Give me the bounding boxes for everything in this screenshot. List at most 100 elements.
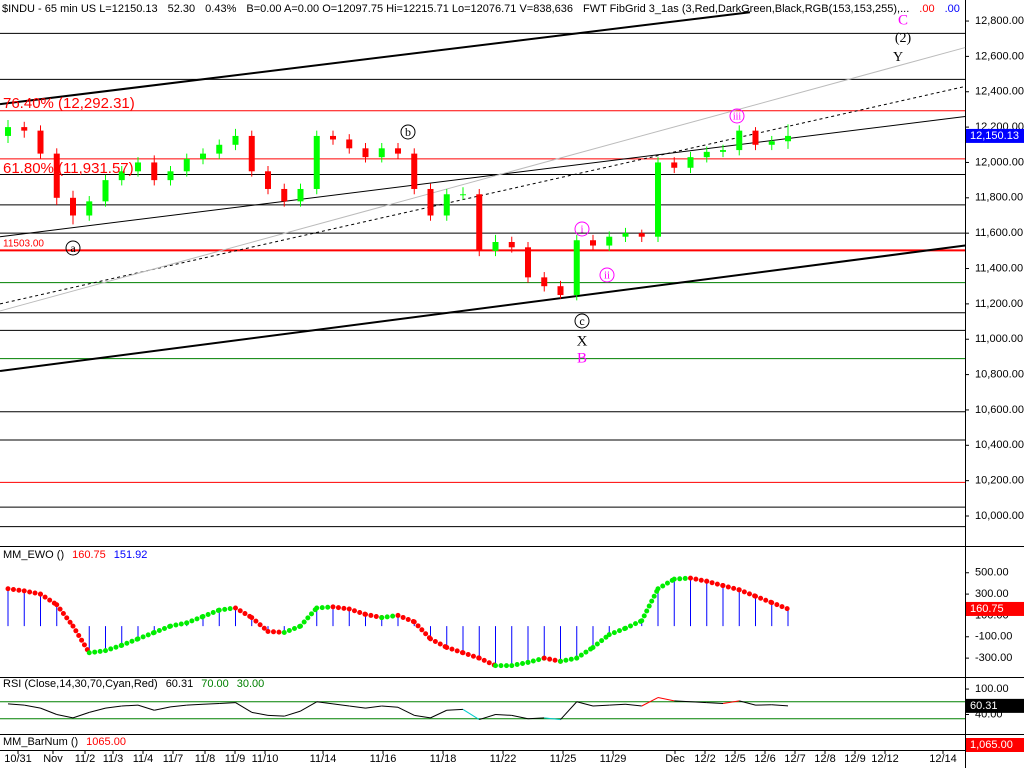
y-tick-label: 10,600.00 [975,404,1024,416]
ewo-segment [70,623,92,656]
rsi-segment [609,703,626,706]
candle-body [200,153,206,159]
rsi-segment [121,704,139,707]
last-value-label: 1,065.00 [970,739,1013,751]
candle-body [395,148,401,154]
ewo-segment [753,593,775,606]
rsi-segment [544,717,561,721]
ewo-segment [574,644,596,661]
wave-circle [729,108,745,124]
ewo-segment [476,655,498,669]
annotation: ii [604,270,610,282]
y-tick-label: 500.00 [975,567,1009,579]
ewo-segment [444,644,466,656]
y-tick-label: -100.00 [975,631,1012,643]
ewo-segment [590,632,612,650]
y-tick-label: 10,400.00 [975,439,1024,451]
last-value-box [966,738,1024,752]
x-tick-label: 12/8 [814,753,835,765]
ewo-segment [704,578,726,589]
ewo-segment [606,625,628,638]
x-tick-label: 12/2 [694,753,715,765]
last-value-label: 12,150.13 [970,130,1019,142]
annotation: 11503.00 [3,239,44,250]
y-tick-label: 12,600.00 [975,50,1024,62]
candle-body [590,240,596,246]
wave-circle [400,124,416,140]
ewo-segment [38,591,60,608]
rsi-segment [349,705,366,709]
candle-body [313,135,320,189]
annotation: a [70,241,76,255]
candle-body [70,197,76,216]
ewo-segment [184,614,206,626]
rsi-segment [381,705,399,708]
last-value-box [966,698,1024,713]
candle-body [265,171,271,189]
legend-item: 60.31 [166,678,194,690]
y-tick-label: 11,600.00 [975,227,1023,239]
annotation: C [898,12,908,28]
candle-body [297,188,304,202]
ewo-segment [428,636,450,650]
header-item: B=0.00 A=0.00 O=12097.75 Hi=12215.71 Lo=… [246,3,573,15]
candle-body [655,162,661,237]
ewo-segment [135,630,157,642]
trendline [0,47,966,312]
candle-body [687,157,694,168]
y-tick-label: 100.00 [975,683,1009,695]
candle-body [606,236,613,246]
rsi-segment [137,704,155,711]
rsi-segment [397,706,415,716]
ewo-segment [639,586,661,624]
x-tick-label: 11/14 [310,753,337,765]
annotation: iii [733,111,742,122]
rsi-segment [706,702,724,704]
legend-item: 1065.00 [86,736,126,748]
candle-body [785,135,791,142]
candle-body [703,151,710,158]
ewo-segment [298,605,320,629]
rsi-segment [657,697,675,702]
trendline [0,11,751,106]
legend-item: MM_EWO () [3,549,64,561]
x-tick-label: 12/5 [724,753,745,765]
y-tick-label: -300.00 [975,652,1012,664]
rsi-segment [722,700,740,704]
x-tick-label: 11/7 [163,753,184,765]
last-value-label: 160.75 [970,603,1004,615]
rsi-segment [495,713,512,716]
x-tick-label: 11/25 [550,753,577,765]
ewo-segment [769,600,791,612]
rsi-segment [235,702,253,713]
candle-body [167,171,174,181]
y-tick-label: 10,200.00 [975,475,1024,487]
annotation: c [579,314,584,328]
header-item: 0.43% [205,3,236,15]
candle-body [281,188,288,202]
rsi-segment [592,704,610,707]
candle-body [671,162,678,168]
annotation: B [577,350,587,366]
rsi-segment [576,701,594,707]
x-tick-label: 11/18 [430,753,457,765]
candle-body [183,158,190,172]
y-tick-label: 10,800.00 [975,368,1024,380]
legend-item: 30.00 [237,678,265,690]
rsi-segment [7,703,25,706]
candle-body [443,194,450,216]
y-tick-label: 11,400.00 [975,262,1023,274]
y-tick-label: 12,000.00 [975,156,1024,168]
candle-body [557,286,564,296]
candle-body [53,153,60,198]
legend-item: 70.00 [201,678,229,690]
rsi-segment [641,697,659,707]
annotation: i [580,224,583,236]
candle-body [378,148,385,158]
ewo-segment [411,619,433,642]
x-tick-label: 12/7 [784,753,805,765]
candle-body [768,141,775,145]
ewo-segment [460,650,482,661]
header-item: FWT FibGrid 3_1as (3,Red,DarkGreen,Black… [583,3,909,15]
